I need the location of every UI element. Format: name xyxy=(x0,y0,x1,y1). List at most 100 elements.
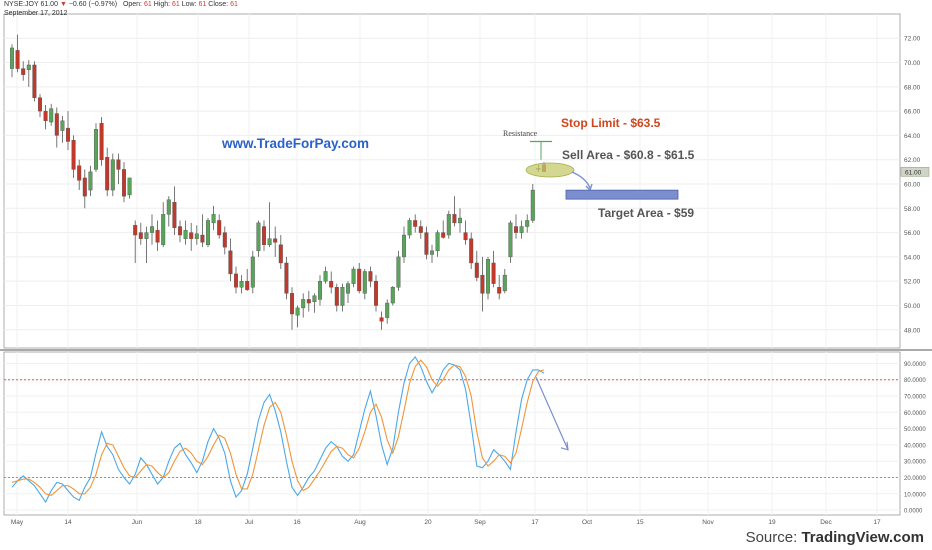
time-tick-label: May xyxy=(11,519,24,526)
time-tick-label: 17 xyxy=(873,519,881,526)
time-tick-label: 17 xyxy=(531,519,539,526)
candle-body xyxy=(189,232,194,239)
candle-body xyxy=(514,226,519,233)
candle-body xyxy=(385,302,390,318)
candle-body xyxy=(110,159,115,191)
candle xyxy=(233,266,238,294)
time-tick-label: 16 xyxy=(293,519,301,526)
candle xyxy=(54,107,59,148)
time-tick-label: 14 xyxy=(64,519,72,526)
down-arrow-icon: ▼ xyxy=(59,1,67,8)
candle-body xyxy=(71,140,76,170)
source-label: Source: xyxy=(745,529,798,546)
candle xyxy=(21,61,26,81)
candle-body xyxy=(301,299,306,309)
time-tick-label: Sep xyxy=(474,519,486,526)
candle xyxy=(127,177,132,199)
candle xyxy=(71,135,76,178)
candle xyxy=(301,293,306,318)
candle xyxy=(149,214,154,245)
price-tick-label: 62.00 xyxy=(904,157,921,164)
candle-body xyxy=(452,214,457,224)
candle xyxy=(267,202,272,248)
candle-body xyxy=(463,232,468,241)
candle xyxy=(26,60,31,87)
candle-body xyxy=(105,157,110,191)
candle-body xyxy=(306,299,311,304)
candle xyxy=(469,232,474,270)
candle xyxy=(413,214,418,233)
candle xyxy=(105,147,110,197)
candle xyxy=(430,244,435,263)
candle xyxy=(60,115,65,143)
close-label: Close: xyxy=(208,1,229,8)
candle-body xyxy=(312,295,317,303)
candle-body xyxy=(273,238,278,243)
candle-body xyxy=(38,97,43,112)
candle-body xyxy=(290,293,295,315)
time-tick-label: 20 xyxy=(424,519,432,526)
annotation-layer: www.TradeForPay.com Resistance Stop Limi… xyxy=(221,116,930,451)
candle xyxy=(318,275,323,306)
candle-body xyxy=(351,268,356,284)
candle-body xyxy=(161,214,166,245)
candle-body xyxy=(362,271,367,294)
candle-body xyxy=(469,238,474,264)
price-grid xyxy=(3,13,901,349)
candle xyxy=(290,287,295,330)
candle-body xyxy=(239,280,244,288)
candle-body xyxy=(222,232,227,248)
candle xyxy=(525,214,530,233)
target-area-annotation: Target Area - $59 xyxy=(598,206,694,220)
candle xyxy=(519,220,524,239)
candle xyxy=(93,123,98,172)
candle-body xyxy=(318,280,323,300)
candle-body xyxy=(474,262,479,278)
candle xyxy=(239,275,244,294)
candle xyxy=(379,311,384,330)
high-label: High: xyxy=(153,1,171,8)
candle xyxy=(323,266,328,284)
time-tick-label: 19 xyxy=(768,519,776,526)
candle-body xyxy=(262,226,267,245)
candle-body xyxy=(138,232,143,239)
candle-body xyxy=(334,287,339,306)
candle xyxy=(396,250,401,291)
candle xyxy=(222,226,227,255)
stochastic-tick-label: 0.0000 xyxy=(904,509,923,515)
stochastic-tick-label: 80.0000 xyxy=(904,378,926,384)
candle xyxy=(458,208,463,233)
candle-body xyxy=(374,280,379,306)
candle-body xyxy=(149,226,154,233)
candle-body xyxy=(245,280,250,290)
website-annotation: www.TradeForPay.com xyxy=(221,136,369,151)
candle-body xyxy=(77,165,82,181)
candle-body xyxy=(183,229,188,239)
candle xyxy=(65,111,70,150)
stochastic-d-line xyxy=(11,359,545,497)
candle-body xyxy=(228,250,233,275)
candle xyxy=(183,220,188,245)
candle-body xyxy=(65,127,70,142)
candle xyxy=(390,286,395,306)
candle xyxy=(329,271,334,294)
candle-body xyxy=(519,226,524,233)
stochastic-series xyxy=(11,355,545,504)
candle-body xyxy=(32,64,37,98)
candle-body xyxy=(441,232,446,238)
candle xyxy=(49,103,54,126)
stochastic-axis: 0.0000 10.0000 20.0000 30.0000 40.0000 50.000… xyxy=(904,362,926,515)
candle-body xyxy=(446,214,451,236)
target-area-box xyxy=(565,189,679,200)
candle xyxy=(110,153,115,197)
price-change: −0.60 (−0.97%) xyxy=(68,1,118,8)
candle-body xyxy=(9,47,14,69)
price-tick-label: 68.00 xyxy=(904,84,921,91)
candle xyxy=(88,165,93,197)
time-tick-label: 15 xyxy=(636,519,644,526)
candle xyxy=(312,293,317,313)
candle xyxy=(133,220,138,263)
candle xyxy=(256,220,261,257)
candle xyxy=(245,269,250,291)
candle-body xyxy=(49,108,54,123)
